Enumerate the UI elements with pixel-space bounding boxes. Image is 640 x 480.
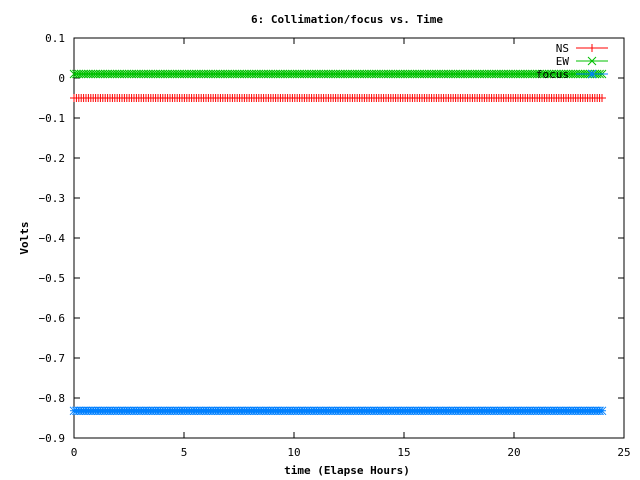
x-tick-label: 25 xyxy=(617,446,630,459)
chart-title: 6: Collimation/focus vs. Time xyxy=(251,13,443,26)
y-tick-label: 0 xyxy=(58,72,65,85)
legend-marker xyxy=(588,44,596,52)
y-tick-label: 0.1 xyxy=(45,32,65,45)
legend-label: focus xyxy=(536,68,569,81)
x-tick-label: 10 xyxy=(287,446,300,459)
legend-marker xyxy=(587,69,597,79)
y-tick-label: −0.8 xyxy=(39,392,66,405)
x-tick-label: 15 xyxy=(397,446,410,459)
series-ew xyxy=(69,69,607,79)
y-tick-label: −0.1 xyxy=(39,112,66,125)
y-axis-label: Volts xyxy=(18,221,31,254)
y-tick-label: −0.9 xyxy=(39,432,66,445)
series-focus xyxy=(69,406,607,416)
y-tick-label: −0.4 xyxy=(39,232,66,245)
x-tick-label: 5 xyxy=(181,446,188,459)
x-tick-label: 20 xyxy=(507,446,520,459)
x-tick-label: 0 xyxy=(71,446,78,459)
data-point xyxy=(598,94,606,102)
y-tick-label: −0.6 xyxy=(39,312,66,325)
y-tick-label: −0.2 xyxy=(39,152,66,165)
y-tick-label: −0.7 xyxy=(39,352,66,365)
series-layer xyxy=(69,69,607,416)
data-point xyxy=(597,406,607,416)
y-tick-label: −0.3 xyxy=(39,192,66,205)
legend-label: EW xyxy=(556,55,570,68)
series-ns xyxy=(70,94,606,102)
y-tick-label: −0.5 xyxy=(39,272,66,285)
axis-ticks: 0 5 10 15 20 25 0.1 0 −0.1 −0.2 −0.3 −0.4 −0.5 −0.6 −0… xyxy=(39,32,631,459)
legend-marker xyxy=(587,56,597,66)
legend-label: NS xyxy=(556,42,569,55)
x-axis-label: time (Elapse Hours) xyxy=(284,464,410,477)
